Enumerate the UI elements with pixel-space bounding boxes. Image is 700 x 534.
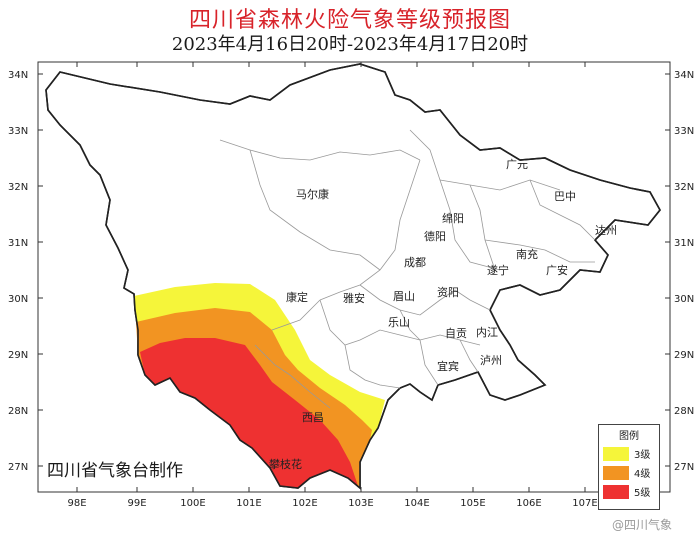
lat-label-left: 34N bbox=[8, 70, 28, 81]
lat-ticks-right bbox=[665, 73, 670, 467]
lat-label-left: 31N bbox=[8, 238, 28, 249]
lat-label-left: 28N bbox=[8, 406, 28, 417]
lon-label: 101E bbox=[236, 498, 261, 509]
city-label: 南充 bbox=[516, 247, 538, 261]
lat-label-left: 27N bbox=[8, 462, 28, 473]
lat-ticks-left bbox=[38, 73, 43, 467]
lon-label: 99E bbox=[127, 498, 146, 509]
lat-label-right: 30N bbox=[674, 294, 694, 305]
lon-label: 98E bbox=[67, 498, 86, 509]
city-label: 广安 bbox=[546, 263, 568, 277]
lat-label-left: 29N bbox=[8, 350, 28, 361]
lon-label: 103E bbox=[348, 498, 373, 509]
risk-zone-5 bbox=[140, 338, 358, 488]
legend-label: 4级 bbox=[634, 469, 651, 480]
city-label: 西昌 bbox=[302, 411, 324, 424]
legend-swatch-3 bbox=[603, 446, 629, 461]
lat-label-left: 30N bbox=[8, 294, 28, 305]
prefecture-borders bbox=[219, 129, 596, 409]
lat-label-right: 29N bbox=[674, 350, 694, 361]
lon-ticks-top bbox=[76, 62, 586, 67]
city-label: 资阳 bbox=[437, 286, 459, 299]
city-label: 马尔康 bbox=[296, 187, 329, 201]
city-label: 遂宁 bbox=[487, 263, 509, 277]
city-label: 雅安 bbox=[343, 291, 365, 305]
lat-label-right: 31N bbox=[674, 238, 694, 249]
lon-label: 105E bbox=[460, 498, 485, 509]
city-label: 德阳 bbox=[424, 229, 446, 243]
legend-label: 5级 bbox=[634, 488, 651, 499]
city-label: 泸州 bbox=[480, 354, 502, 367]
lon-label: 100E bbox=[180, 498, 205, 509]
lat-label-right: 27N bbox=[674, 462, 694, 473]
legend-label: 3级 bbox=[634, 450, 651, 461]
producer-credit: 四川省气象台制作 bbox=[47, 461, 183, 481]
city-label: 成都 bbox=[404, 256, 426, 269]
legend-item: 3级 bbox=[603, 446, 659, 461]
city-label: 宜宾 bbox=[437, 359, 459, 373]
sichuan-outline-top bbox=[45, 63, 661, 490]
lon-label: 104E bbox=[404, 498, 429, 509]
lat-label-left: 32N bbox=[8, 182, 28, 193]
city-label: 内江 bbox=[476, 325, 498, 339]
city-label: 绵阳 bbox=[442, 211, 464, 225]
map-legend: 图例 3级 4级 5级 bbox=[598, 424, 660, 510]
city-label: 达州 bbox=[595, 224, 617, 237]
map-title: 四川省森林火险气象等级预报图 bbox=[188, 8, 511, 33]
legend-item: 5级 bbox=[603, 484, 659, 499]
map-subtitle: 2023年4月16日20时-2023年4月17日20时 bbox=[171, 34, 529, 55]
city-label: 自贡 bbox=[445, 327, 467, 340]
watermark: @四川气象 bbox=[612, 518, 673, 532]
legend-swatch-5 bbox=[603, 484, 629, 499]
lat-label-right: 32N bbox=[674, 182, 694, 193]
city-label: 眉山 bbox=[393, 290, 415, 303]
lat-label-left: 33N bbox=[8, 126, 28, 137]
legend-item: 4级 bbox=[603, 465, 659, 480]
lat-label-right: 33N bbox=[674, 126, 694, 137]
city-label: 广元 bbox=[506, 158, 528, 171]
lat-label-right: 34N bbox=[674, 70, 694, 81]
lon-label: 107E bbox=[572, 498, 597, 509]
city-label: 乐山 bbox=[388, 316, 410, 329]
lat-label-right: 28N bbox=[674, 406, 694, 417]
map-frame bbox=[37, 61, 671, 493]
lon-ticks-bottom bbox=[76, 487, 586, 492]
legend-title: 图例 bbox=[619, 431, 639, 442]
lon-label: 102E bbox=[292, 498, 317, 509]
city-label: 巴中 bbox=[554, 190, 576, 203]
city-label: 攀枝花 bbox=[269, 457, 302, 471]
legend-swatch-4 bbox=[603, 465, 629, 480]
city-label: 康定 bbox=[286, 290, 308, 304]
lon-label: 106E bbox=[516, 498, 541, 509]
